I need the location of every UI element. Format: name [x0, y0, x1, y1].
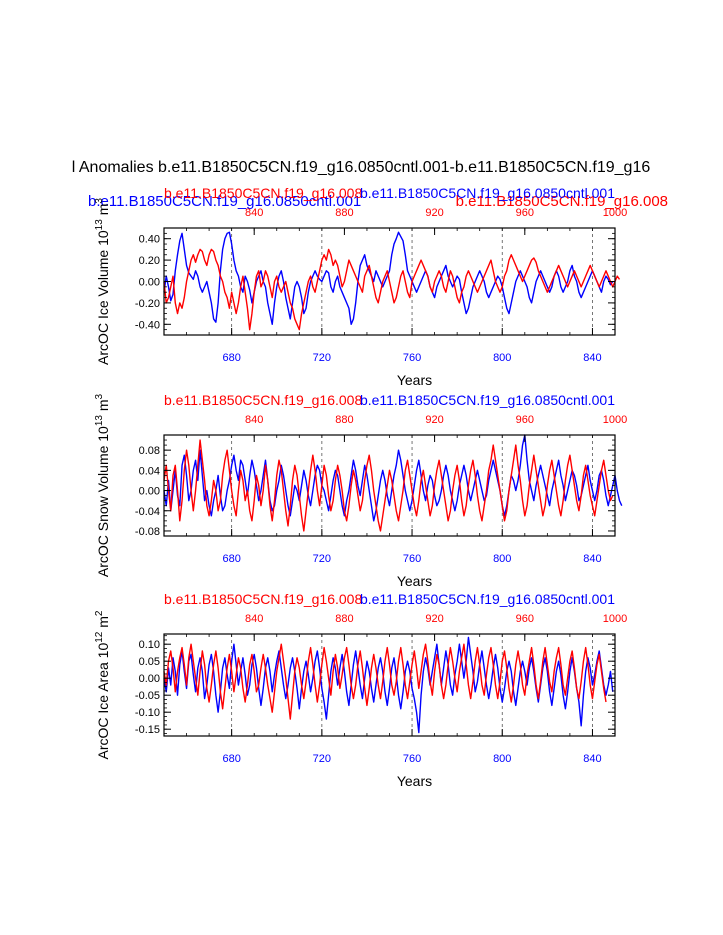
top-blue-series-label: b.e11.B1850C5CN.f19_g16.0850cntl.001 [360, 591, 615, 607]
x-tick-label-top: 880 [335, 613, 353, 625]
y-tick-label: 0.00 [139, 277, 160, 289]
y-axis-label: ArcOC Ice Area 1012 m2 [94, 610, 111, 759]
x-tick-label-bottom: 760 [403, 352, 421, 364]
x-axis-label: Years [397, 573, 432, 589]
x-tick-label-bottom: 800 [493, 553, 511, 565]
series-line-blue [163, 434, 623, 522]
x-tick-label-top: 920 [425, 613, 443, 625]
x-tick-label-bottom: 840 [583, 753, 601, 765]
y-tick-label: -0.15 [135, 724, 160, 736]
x-tick-label-bottom: 680 [222, 352, 240, 364]
x-tick-label-top: 880 [335, 414, 353, 426]
y-axis-label-unit-exponent: 2 [94, 610, 105, 616]
top-red-series-label: b.e11.B1850C5CN.f19_g16.008 [164, 591, 362, 607]
y-axis-label-main: ArcOC Ice Volume 10 [95, 230, 111, 365]
series-line-blue [163, 636, 614, 734]
series-line-red [163, 248, 621, 331]
y-tick-label: -0.08 [135, 526, 160, 538]
x-tick-label-bottom: 720 [313, 753, 331, 765]
main-title: l Anomalies b.e11.B1850C5CN.f19_g16.0850… [72, 159, 651, 176]
x-tick-label-bottom: 800 [493, 352, 511, 364]
y-tick-label: 0.40 [139, 234, 160, 246]
y-axis-label-exponent: 13 [94, 219, 105, 231]
top-blue-series-label: b.e11.B1850C5CN.f19_g16.0850cntl.001 [360, 185, 615, 201]
top-red-series-label: b.e11.B1850C5CN.f19_g16.008 [164, 185, 362, 201]
x-tick-label-top: 960 [516, 207, 534, 219]
y-axis-label-unit-exponent: 3 [94, 393, 105, 399]
y-tick-label: -0.40 [135, 319, 160, 331]
x-tick-label-top: 960 [516, 414, 534, 426]
header-right-red: b.e11.B1850C5CN.f19_g16.008 [456, 193, 668, 210]
y-tick-label: 0.10 [139, 639, 160, 651]
x-tick-label-bottom: 840 [583, 352, 601, 364]
y-axis-label-unit: m [95, 616, 111, 632]
x-tick-label-top: 1000 [603, 207, 627, 219]
x-tick-label-top: 840 [245, 207, 263, 219]
y-axis-label-unit: m [95, 204, 111, 220]
x-tick-label-bottom: 720 [313, 553, 331, 565]
x-tick-label-top: 840 [245, 613, 263, 625]
x-tick-label-bottom: 720 [313, 352, 331, 364]
y-axis-label-exponent: 13 [94, 415, 105, 427]
y-axis-label: ArcOC Snow Volume 1013 m3 [94, 393, 111, 577]
y-tick-label: 0.05 [139, 656, 160, 668]
y-tick-label: 0.20 [139, 255, 160, 267]
chart-panel-snow-volume: b.e11.B1850C5CN.f19_g16.008b.e11.B1850C5… [94, 392, 627, 589]
series-line-red [163, 439, 614, 532]
x-tick-label-top: 1000 [603, 613, 627, 625]
x-tick-label-bottom: 760 [403, 753, 421, 765]
x-tick-label-top: 840 [245, 414, 263, 426]
x-axis-label: Years [397, 773, 432, 789]
header-left-blue: b.e11.B1850C5CN.f19_g16.0850cntl.001 [88, 193, 361, 210]
x-tick-label-bottom: 680 [222, 753, 240, 765]
y-tick-label: 0.00 [139, 486, 160, 498]
y-axis-label-main: ArcOC Ice Area 10 [95, 643, 111, 760]
chart-panel-ice-volume: b.e11.B1850C5CN.f19_g16.008b.e11.B1850C5… [94, 185, 627, 388]
top-red-series-label: b.e11.B1850C5CN.f19_g16.008 [164, 392, 362, 408]
x-tick-label-bottom: 800 [493, 753, 511, 765]
y-axis-label: ArcOC Ice Volume 1013 m3 [94, 198, 111, 365]
x-tick-label-top: 880 [335, 207, 353, 219]
x-tick-label-top: 960 [516, 613, 534, 625]
y-tick-label: -0.04 [135, 506, 160, 518]
x-axis-label: Years [397, 372, 432, 388]
x-tick-label-top: 1000 [603, 414, 627, 426]
chart-panel-ice-area: b.e11.B1850C5CN.f19_g16.008b.e11.B1850C5… [94, 591, 627, 789]
series-line-red [163, 643, 607, 720]
x-tick-label-bottom: 680 [222, 553, 240, 565]
y-tick-label: -0.05 [135, 690, 160, 702]
y-axis-label-unit-exponent: 3 [94, 198, 105, 204]
x-tick-label-bottom: 760 [403, 553, 421, 565]
x-tick-label-bottom: 840 [583, 553, 601, 565]
x-tick-label-top: 920 [425, 414, 443, 426]
y-tick-label: 0.04 [139, 465, 160, 477]
top-blue-series-label: b.e11.B1850C5CN.f19_g16.0850cntl.001 [360, 392, 615, 408]
y-tick-label: -0.10 [135, 707, 160, 719]
y-tick-label: 0.08 [139, 445, 160, 457]
x-tick-label-top: 920 [425, 207, 443, 219]
y-tick-label: 0.00 [139, 673, 160, 685]
y-tick-label: -0.20 [135, 298, 160, 310]
y-axis-label-unit: m [95, 399, 111, 415]
y-axis-label-main: ArcOC Snow Volume 10 [95, 426, 111, 577]
y-axis-label-exponent: 12 [94, 631, 105, 643]
